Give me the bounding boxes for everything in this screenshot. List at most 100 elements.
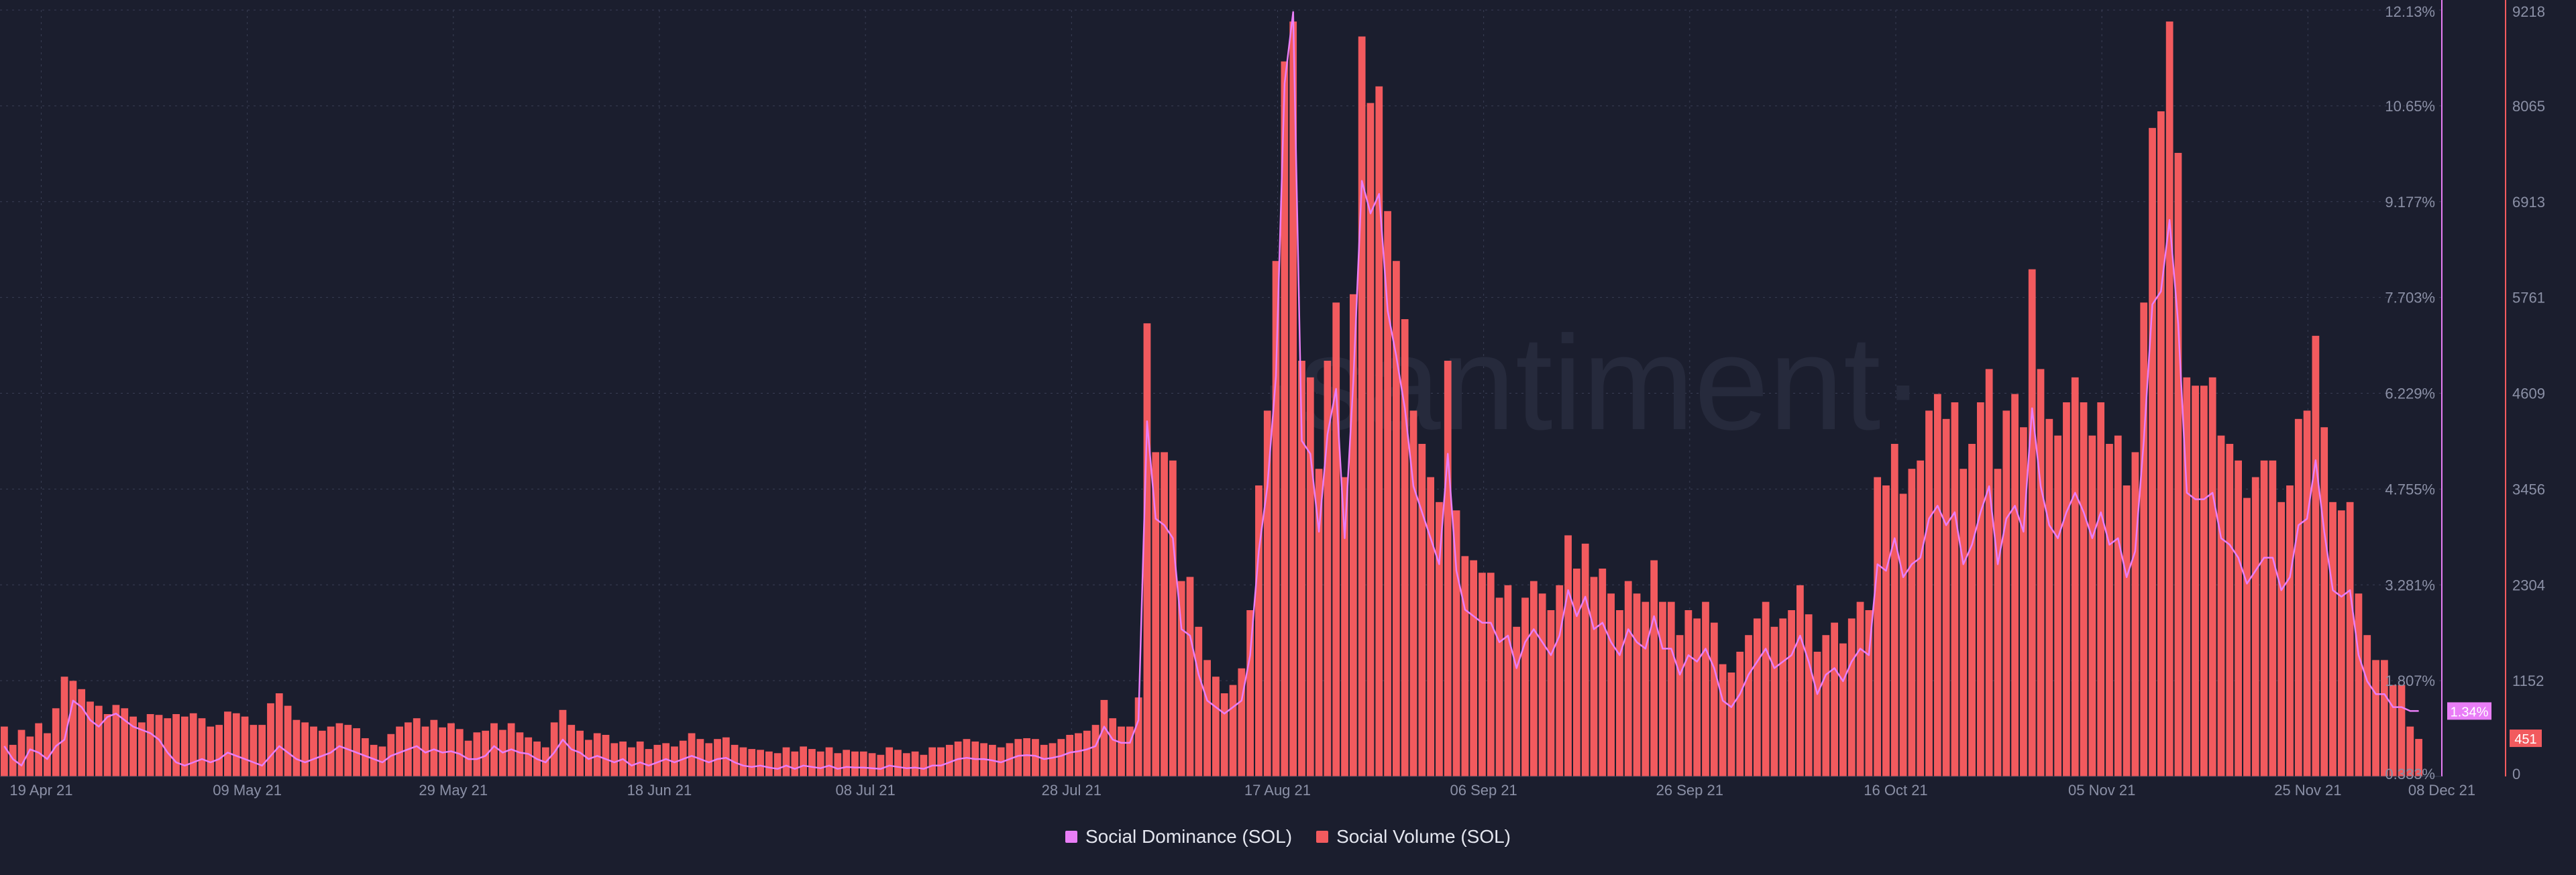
volume-bar: [894, 750, 902, 776]
volume-bar: [1865, 610, 1873, 776]
volume-tick-label: 8065: [2512, 98, 2545, 115]
volume-bar: [112, 705, 120, 776]
volume-bar: [748, 749, 756, 776]
volume-bar: [1547, 610, 1555, 776]
volume-bar: [1169, 460, 1177, 776]
volume-bar: [2174, 153, 2182, 777]
volume-bar: [1418, 444, 1426, 776]
volume-bar: [2398, 685, 2406, 776]
volume-bar: [2054, 435, 2062, 776]
volume-bar: [1195, 626, 1203, 776]
volume-bar: [1908, 469, 1916, 776]
legend-item-volume[interactable]: Social Volume (SOL): [1316, 826, 1511, 848]
volume-bar: [1, 726, 8, 776]
volume-bar: [1788, 610, 1795, 776]
volume-bar: [121, 708, 129, 776]
volume-bar: [1805, 614, 1813, 776]
volume-bar: [1401, 319, 1409, 776]
x-tick-label: 06 Sep 21: [1450, 782, 1517, 799]
volume-bar: [1470, 560, 1478, 776]
volume-bar: [1684, 610, 1693, 776]
volume-bar: [1281, 61, 1289, 776]
volume-bar: [490, 723, 498, 776]
volume-bar: [1985, 369, 1993, 776]
volume-bar: [2243, 498, 2251, 776]
volume-bar: [1890, 444, 1898, 776]
volume-bar: [696, 739, 704, 776]
volume-bar: [172, 714, 180, 776]
volume-bar: [2269, 460, 2277, 776]
volume-bar: [1831, 622, 1838, 776]
volume-bar: [653, 744, 661, 776]
volume-bar: [859, 751, 867, 776]
volume-bar: [1659, 601, 1666, 776]
volume-bar: [1753, 618, 1761, 776]
volume-bar: [1951, 402, 1959, 776]
volume-tick-label: 4609: [2512, 386, 2545, 402]
volume-bar: [1452, 510, 1460, 776]
volume-bar: [1152, 452, 1160, 776]
volume-bar: [1693, 618, 1701, 776]
legend-item-dominance[interactable]: Social Dominance (SOL): [1065, 826, 1292, 848]
volume-bar: [2114, 435, 2122, 776]
volume-bar: [275, 693, 283, 776]
volume-bar: [2140, 302, 2148, 776]
volume-bar: [1882, 485, 1890, 776]
x-tick-label: 18 Jun 21: [627, 782, 692, 799]
volume-bar: [207, 726, 215, 776]
volume-bar: [2165, 21, 2174, 776]
volume-bar: [877, 754, 885, 776]
volume-bar: [2208, 377, 2216, 776]
volume-bar: [224, 711, 231, 776]
volume-bar: [628, 747, 635, 776]
x-tick-label: 19 Apr 21: [9, 782, 72, 799]
volume-bar: [1161, 452, 1168, 776]
volume-bar: [2217, 435, 2225, 776]
volume-bar: [1599, 569, 1607, 776]
volume-bar: [129, 716, 137, 776]
volume-bar: [825, 747, 833, 776]
volume-bar: [1650, 560, 1658, 776]
volume-bar: [2363, 635, 2371, 776]
volume-bar: [593, 733, 601, 776]
volume-bar: [52, 708, 60, 776]
volume-bar: [1212, 677, 1220, 776]
volume-bar: [26, 736, 34, 776]
volume-bar: [1203, 660, 1211, 776]
volume-bar: [1770, 626, 1778, 776]
volume-bar: [1349, 294, 1357, 776]
volume-bar: [808, 749, 816, 776]
volume-bar: [2226, 444, 2234, 776]
volume-bar: [2088, 435, 2096, 776]
volume-bar: [602, 735, 610, 776]
volume-tick-label: 9218: [2512, 3, 2545, 20]
x-tick-label: 25 Nov 21: [2274, 782, 2341, 799]
volume-bar: [1366, 103, 1375, 776]
volume-bar: [1616, 610, 1623, 776]
volume-tick-label: 0: [2512, 766, 2520, 782]
volume-bar: [2372, 660, 2379, 776]
volume-bar: [1495, 597, 1503, 776]
volume-bar: [1676, 635, 1684, 776]
volume-bar: [1272, 261, 1280, 776]
volume-bar: [525, 737, 533, 776]
volume-bar: [568, 725, 576, 776]
volume-bar: [1384, 211, 1391, 776]
volume-bar: [782, 747, 790, 776]
volume-bar: [1874, 477, 1882, 776]
legend-swatch-volume: [1316, 831, 1329, 843]
volume-bar: [1083, 730, 1091, 776]
volume-bar: [714, 739, 721, 776]
volume-bar: [1186, 577, 1194, 776]
volume-bar: [1177, 581, 1185, 776]
volume-bar: [1075, 733, 1082, 776]
legend-label-volume: Social Volume (SOL): [1336, 826, 1511, 847]
volume-bar: [610, 743, 619, 776]
volume-bar: [146, 714, 154, 776]
volume-bar: [722, 737, 730, 776]
volume-tick-label: 6913: [2512, 194, 2545, 211]
volume-bar: [1917, 460, 1925, 776]
volume-bar: [885, 747, 894, 776]
legend: Social Dominance (SOL) Social Volume (SO…: [0, 823, 2576, 850]
